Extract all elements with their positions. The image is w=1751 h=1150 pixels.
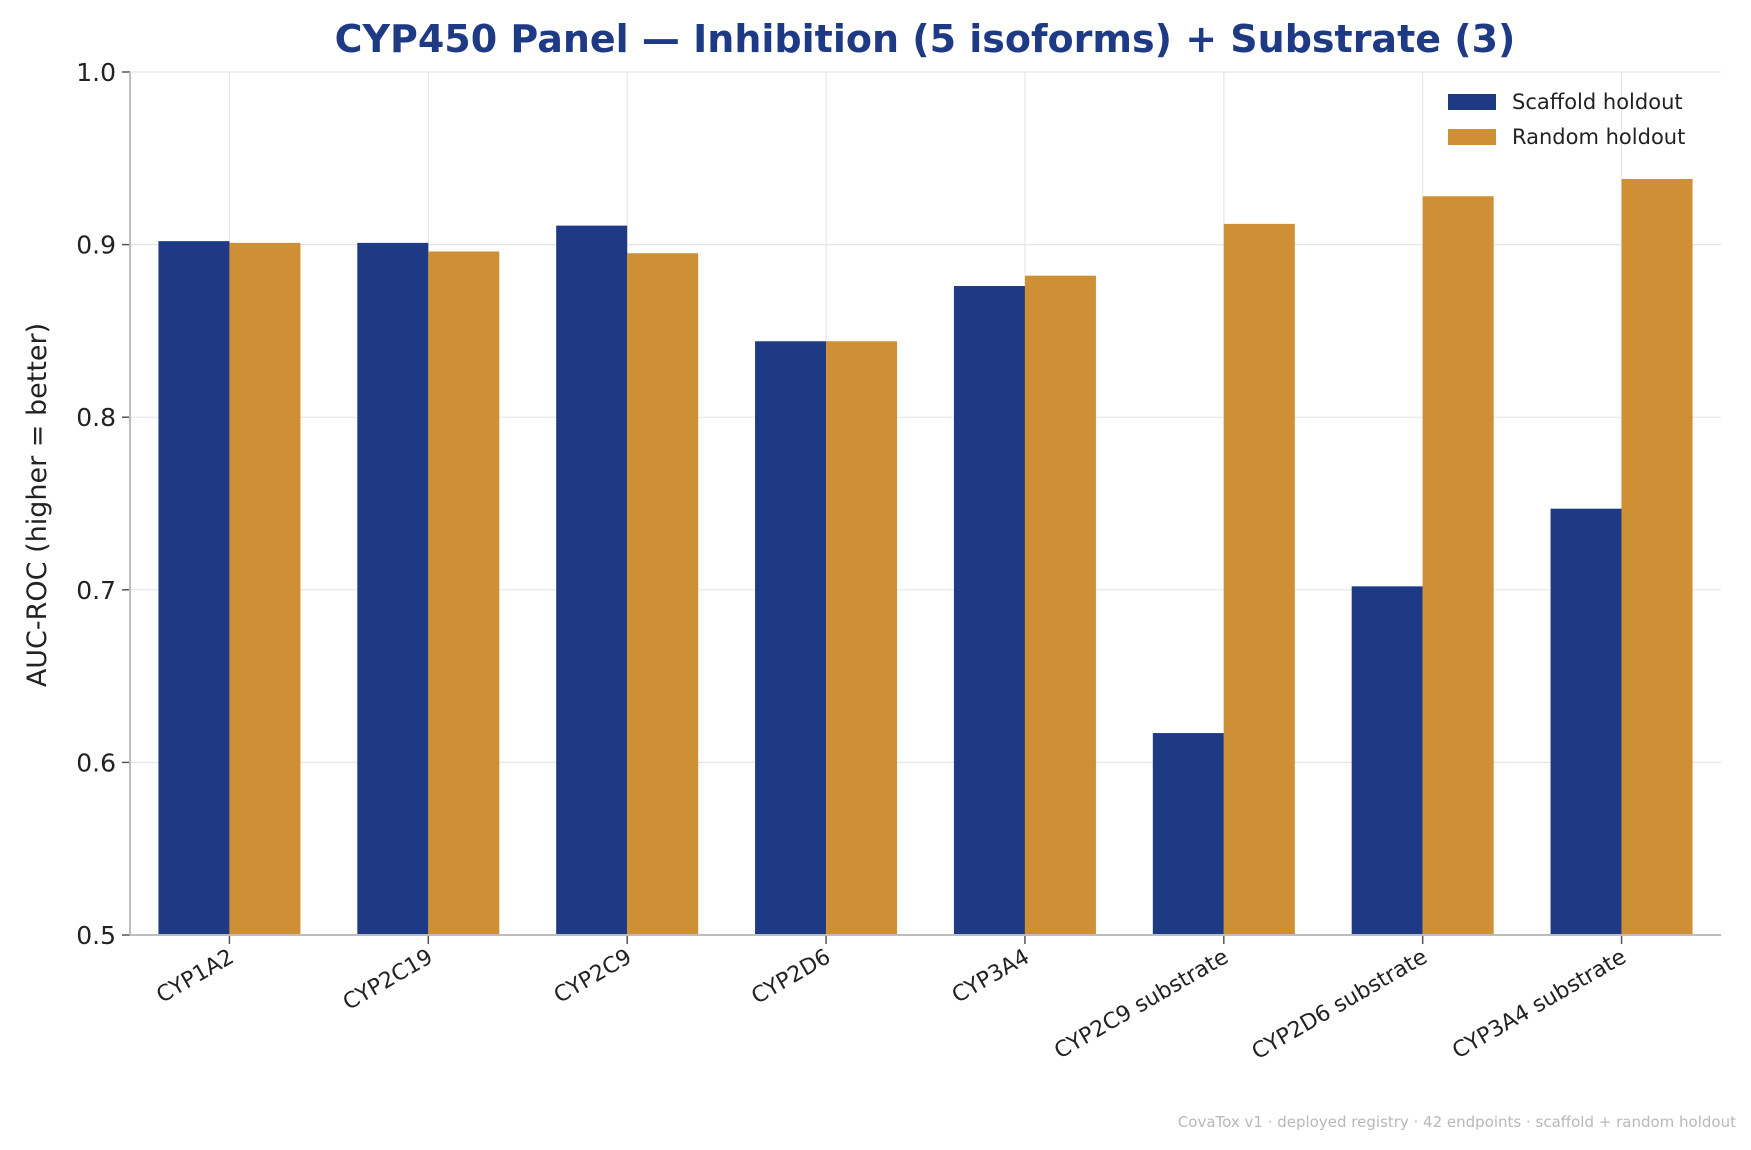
- x-tick-label: CYP2D6 substrate: [1248, 945, 1432, 1066]
- legend-swatch-scaffold: [1448, 94, 1496, 110]
- bar-random-2: [627, 253, 699, 936]
- y-tick-labels: 0.5 0.6 0.7 0.8 0.9 1.0: [76, 58, 116, 950]
- bar-random-4: [1024, 275, 1096, 936]
- legend-label-random: Random holdout: [1512, 125, 1685, 149]
- bar-scaffold-6: [1351, 586, 1423, 935]
- y-axis-label: AUC-ROC (higher = better): [22, 323, 53, 687]
- bar-random-1: [428, 251, 500, 935]
- y-tick-label: 0.9: [76, 231, 116, 260]
- x-tick-label: CYP2C19: [339, 945, 437, 1016]
- bar-scaffold-7: [1550, 508, 1622, 935]
- bar-random-6: [1422, 196, 1494, 936]
- bar-scaffold-4: [953, 286, 1025, 935]
- y-tick-label: 0.5: [76, 921, 116, 950]
- bar-random-0: [229, 242, 301, 935]
- y-tick-label: 0.6: [76, 748, 116, 777]
- x-tick-label: CYP1A2: [153, 945, 239, 1009]
- legend-swatch-random: [1448, 129, 1496, 145]
- y-tick-label: 0.8: [76, 403, 116, 432]
- bar-scaffold-2: [556, 225, 628, 935]
- bar-scaffold-5: [1152, 733, 1224, 935]
- bar-scaffold-1: [357, 242, 429, 935]
- axes: [122, 71, 1721, 944]
- legend-label-scaffold: Scaffold holdout: [1512, 90, 1683, 114]
- x-tick-labels: CYP1A2 CYP2C19 CYP2C9 CYP2D6 CYP3A4 CYP2C9 su…: [153, 945, 1631, 1066]
- bar-random-3: [826, 341, 898, 936]
- x-tick-label: CYP2C9: [550, 945, 636, 1009]
- x-tick-label: CYP3A4: [948, 945, 1034, 1009]
- footer-note: CovaTox v1 · deployed registry · 42 endp…: [1178, 1113, 1736, 1131]
- x-tick-label: CYP3A4 substrate: [1448, 945, 1630, 1065]
- x-tick-label: CYP2D6: [748, 945, 836, 1010]
- bar-random-7: [1621, 179, 1693, 936]
- bar-scaffold-3: [755, 341, 827, 936]
- y-tick-label: 1.0: [76, 58, 116, 87]
- bar-scaffold-0: [158, 241, 230, 935]
- y-tick-label: 0.7: [76, 576, 116, 605]
- x-tick-label: CYP2C9 substrate: [1050, 945, 1232, 1065]
- chart-title: CYP450 Panel — Inhibition (5 isoforms) +…: [335, 17, 1516, 61]
- bars: [158, 179, 1693, 936]
- bar-random-5: [1223, 223, 1295, 935]
- legend: Scaffold holdout Random holdout: [1448, 90, 1685, 149]
